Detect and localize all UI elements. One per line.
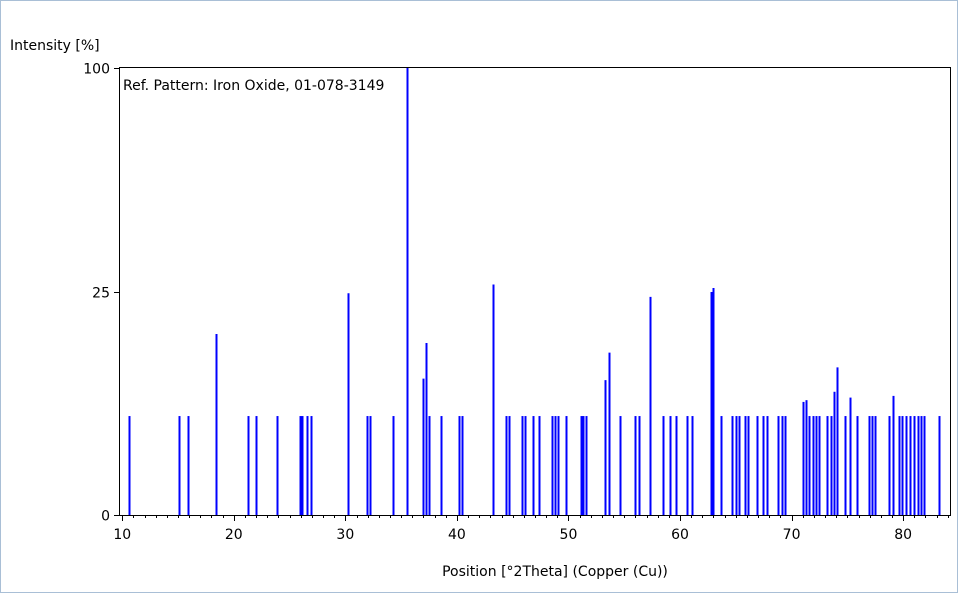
x-tick-label: 60 [671, 527, 689, 543]
y-tick-label: 100 [83, 62, 110, 78]
x-tick-label: 70 [783, 527, 801, 543]
bars-layer [128, 68, 941, 515]
x-tick-label: 80 [894, 527, 912, 543]
y-tick-label: 25 [92, 286, 110, 302]
x-tick-label: 40 [448, 527, 466, 543]
y-axis: 0 25 100 [83, 62, 120, 525]
x-tick-label: 30 [336, 527, 354, 543]
x-axis-label: Position [°2Theta] (Copper (Cu)) [442, 564, 668, 580]
x-tick-label: 50 [560, 527, 578, 543]
chart-title: Ref. Pattern: Iron Oxide, 01-078-3149 [123, 78, 384, 94]
x-tick-label: 10 [113, 527, 131, 543]
x-tick-label: 20 [225, 527, 243, 543]
y-axis-label: Intensity [%] [10, 38, 100, 54]
y-tick-label: 0 [101, 509, 110, 525]
x-axis: 10 20 30 40 50 60 70 80 [113, 515, 949, 543]
plot-area [119, 67, 951, 516]
